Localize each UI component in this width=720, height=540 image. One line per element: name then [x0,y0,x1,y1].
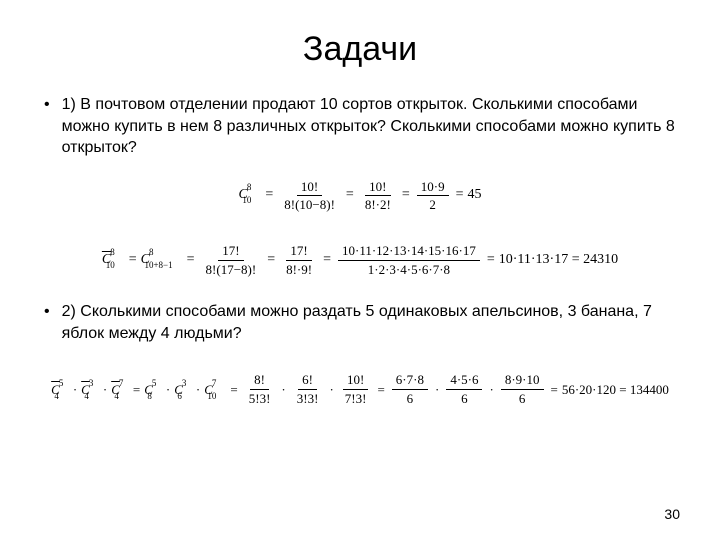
problem-1: • 1) В почтовом отделении продают 10 сор… [40,94,680,159]
page-number: 30 [664,506,680,522]
problem-2: • 2) Сколькими способами можно раздать 5… [40,301,680,344]
formula-2: C810 = C810+8−1 = 17!8!(17−8)! = 17!8!·9… [40,237,680,283]
formula-3: C54 · C34 · C74 = C58 · C36 · C710 = 8!5… [40,366,680,412]
bullet-dot: • [44,94,50,116]
problem-2-text: 2) Сколькими способами можно раздать 5 о… [62,301,680,344]
problem-1-text: 1) В почтовом отделении продают 10 сорто… [62,94,680,159]
slide-title: Задачи [40,30,680,69]
bullet-dot: • [44,301,50,323]
formula-1: C810 = 10!8!(10−8)! = 10!8!·2! = 10·92 =… [40,173,680,219]
